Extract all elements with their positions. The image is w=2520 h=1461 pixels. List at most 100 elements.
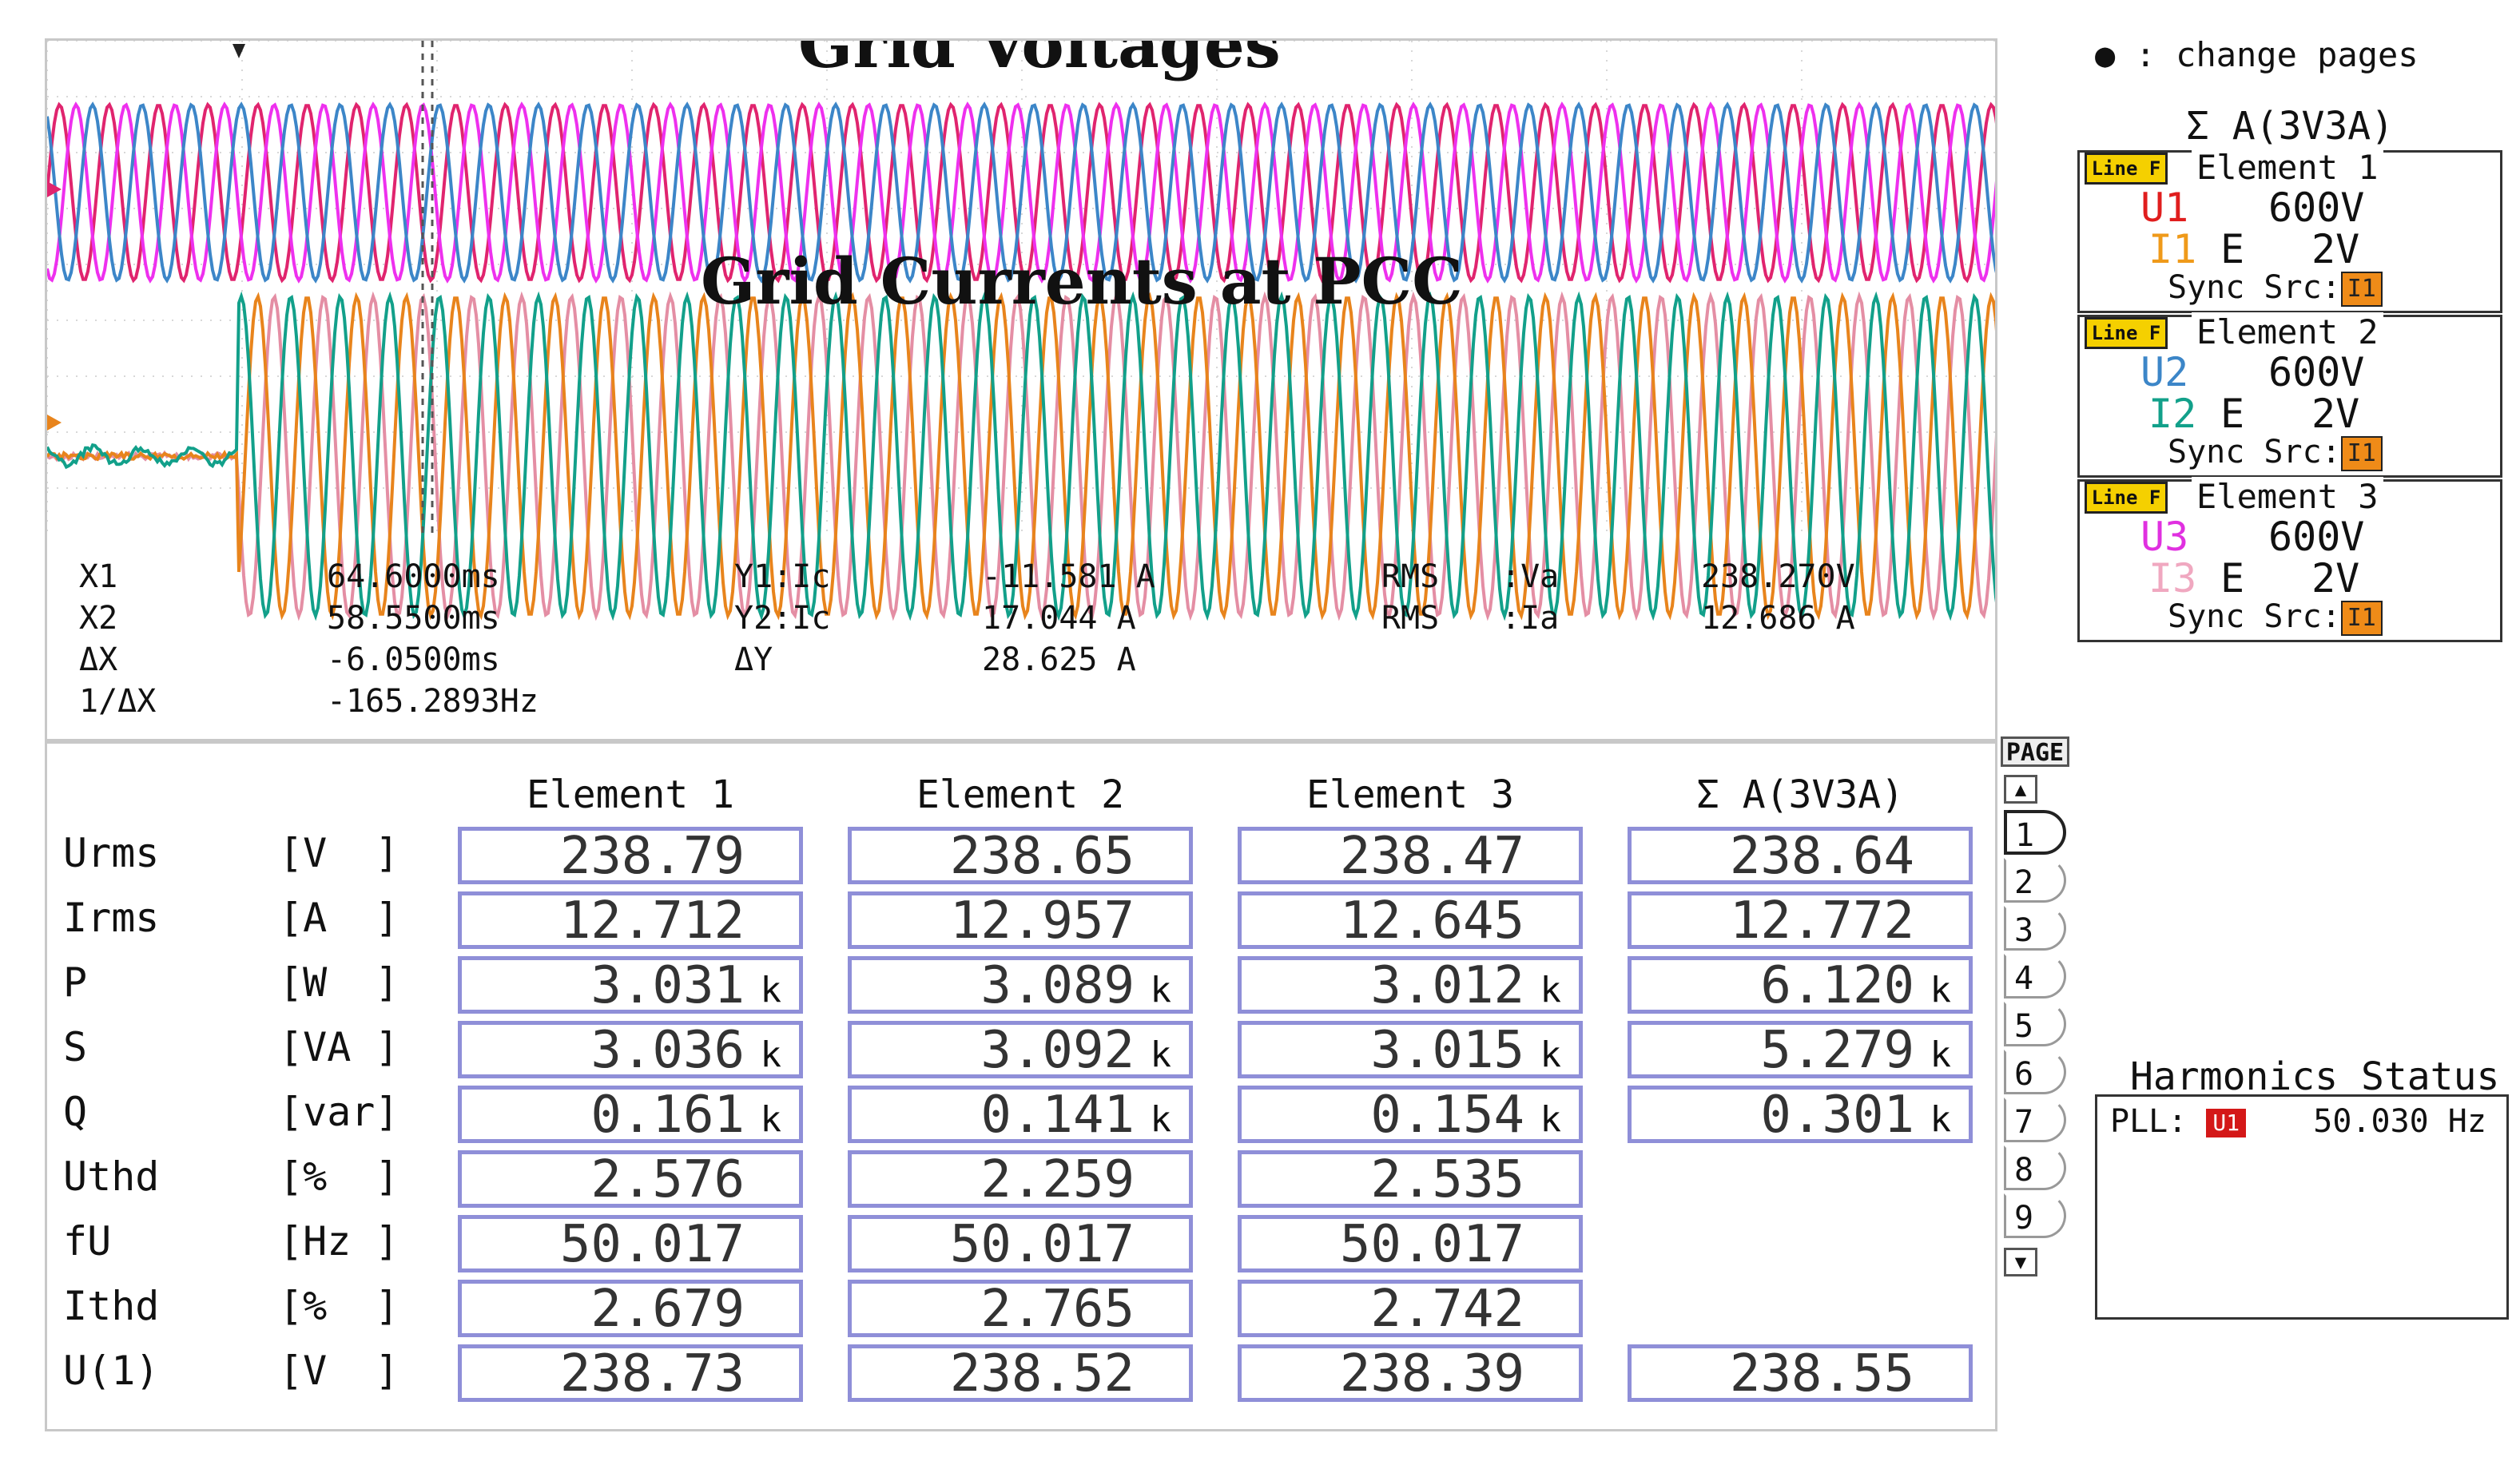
cell-value: 3.012 (1370, 956, 1524, 1015)
page-button-3[interactable]: 3 (2004, 906, 2066, 951)
table-cell: 2.535 (1238, 1150, 1583, 1208)
page-label: PAGE (2001, 736, 2069, 767)
cell-value: 50.017 (1340, 1215, 1524, 1274)
y1-label: Y1:Ic (734, 558, 830, 595)
page-down-button[interactable]: ▼ (2004, 1248, 2037, 1276)
table-cell: 3.012 k (1238, 956, 1583, 1014)
sync-source-badge: I1 (2341, 272, 2383, 307)
x2-value: 58.5500ms (327, 600, 500, 637)
cell-unit-prefix: k (1151, 1030, 1172, 1081)
pll-source-badge: U1 (2206, 1109, 2246, 1137)
current-sensor-mode: E (2220, 226, 2244, 272)
cell-value: 12.772 (1730, 891, 1914, 951)
harmonics-status-box: PLL: U1 50.030 Hz (2095, 1094, 2509, 1320)
cell-value: 50.017 (560, 1215, 745, 1274)
dy-label: ΔY (734, 641, 773, 678)
current-sensor-mode: E (2220, 555, 2244, 601)
page-button-8[interactable]: 8 (2004, 1145, 2066, 1190)
table-cell: 238.47 (1238, 827, 1583, 884)
cell-value: 6.120 (1760, 956, 1914, 1015)
page-button-7[interactable]: 7 (2004, 1098, 2066, 1142)
table-cell: 3.092 k (848, 1021, 1193, 1078)
cell-value: 5.279 (1760, 1021, 1914, 1080)
row-label: fU (63, 1218, 111, 1264)
page-button-1[interactable]: 1 (2004, 810, 2066, 855)
column-header-sigma: Σ A(3V3A) (1628, 772, 1973, 817)
cell-value: 238.39 (1340, 1344, 1524, 1403)
cell-unit-prefix: k (1930, 965, 1952, 1016)
table-cell: 238.79 (458, 827, 803, 884)
rms1-signal: :Va (1501, 558, 1559, 595)
row-unit: [VA ] (279, 1024, 399, 1070)
cell-unit-prefix: k (1151, 1094, 1172, 1145)
cell-value: 238.47 (1340, 827, 1524, 886)
row-unit: [V ] (279, 1348, 399, 1394)
cell-unit-prefix: k (761, 1030, 782, 1081)
current-channel: I3 (2148, 555, 2196, 601)
table-cell: 3.015 k (1238, 1021, 1583, 1078)
sync-label: Sync Src: (2168, 269, 2341, 306)
voltage-range: 600V (2268, 514, 2364, 560)
cell-value: 50.017 (950, 1215, 1135, 1274)
cell-value: 2.742 (1370, 1280, 1524, 1339)
current-range: 2V (2311, 555, 2359, 601)
page-button-2[interactable]: 2 (2004, 858, 2066, 903)
column-header-element-1: Element 1 (458, 772, 803, 817)
table-cell: 238.73 (458, 1344, 803, 1402)
element-box-1: Line F Element 1 U1 600V I1 E 2V Sync Src: I1 (2077, 150, 2502, 313)
pll-frequency: 50.030 Hz (2313, 1103, 2486, 1140)
page-button-5[interactable]: 5 (2004, 1002, 2066, 1046)
cell-value: 3.015 (1370, 1021, 1524, 1080)
table-cell: 238.55 (1628, 1344, 1973, 1402)
row-label: Irms (63, 895, 159, 941)
cell-value: 0.161 (590, 1086, 745, 1145)
page-button-6[interactable]: 6 (2004, 1050, 2066, 1094)
cell-value: 12.712 (560, 891, 745, 951)
voltage-channel: U2 (2140, 349, 2188, 395)
element-settings-panel: ● : change pages Σ A(3V3A) Line F Element… (2077, 29, 2509, 652)
harmonics-status-panel: Harmonics Status PLL: U1 50.030 Hz (2095, 1054, 2509, 1318)
line-filter-badge: Line F (2085, 482, 2168, 514)
cell-unit-prefix: k (1540, 965, 1562, 1016)
inv-dx-label: 1/ΔX (79, 683, 156, 720)
cell-value: 3.092 (980, 1021, 1135, 1080)
row-unit: [A ] (279, 895, 399, 941)
page-button-4[interactable]: 4 (2004, 954, 2066, 998)
element-name: Element 2 (2192, 312, 2383, 351)
cell-value: 12.957 (950, 891, 1135, 951)
row-label: Ithd (63, 1283, 159, 1329)
page-up-button[interactable]: ▲ (2004, 775, 2037, 804)
grid-voltages-title: Grid Voltages (798, 38, 1281, 82)
table-cell: 2.679 (458, 1280, 803, 1337)
page-selector: PAGE ▲ 123456789 ▼ (2001, 736, 2073, 1288)
row-label: P (63, 959, 87, 1006)
cell-value: 3.031 (590, 956, 745, 1015)
line-filter-badge: Line F (2085, 153, 2168, 185)
current-range: 2V (2311, 391, 2359, 437)
sync-source: Sync Src: I1 (2168, 269, 2383, 307)
sync-label: Sync Src: (2168, 598, 2341, 635)
cell-value: 0.141 (980, 1086, 1135, 1145)
row-unit: [% ] (279, 1283, 399, 1329)
row-label: S (63, 1024, 87, 1070)
dx-value: -6.0500ms (327, 641, 500, 678)
table-cell: 2.742 (1238, 1280, 1583, 1337)
element-name: Element 3 (2192, 477, 2383, 516)
dy-value: 28.625 A (982, 641, 1136, 678)
inv-dx-value: -165.2893Hz (327, 683, 539, 720)
table-cell: 12.712 (458, 891, 803, 949)
cell-unit-prefix: k (761, 1094, 782, 1145)
cell-unit-prefix: k (1151, 965, 1172, 1016)
trigger-marker-icon (233, 44, 245, 58)
voltage-channel: U1 (2140, 185, 2188, 231)
cell-value: 2.765 (980, 1280, 1135, 1339)
sync-source-badge: I1 (2341, 601, 2383, 636)
element-name: Element 1 (2192, 148, 2383, 187)
table-cell: 238.64 (1628, 827, 1973, 884)
sync-source: Sync Src: I1 (2168, 598, 2383, 636)
element-box-2: Line F Element 2 U2 600V I2 E 2V Sync Src: I1 (2077, 315, 2502, 478)
table-cell: 238.52 (848, 1344, 1193, 1402)
cell-unit-prefix: k (1930, 1030, 1952, 1081)
table-cell: 3.036 k (458, 1021, 803, 1078)
page-button-9[interactable]: 9 (2004, 1193, 2066, 1238)
